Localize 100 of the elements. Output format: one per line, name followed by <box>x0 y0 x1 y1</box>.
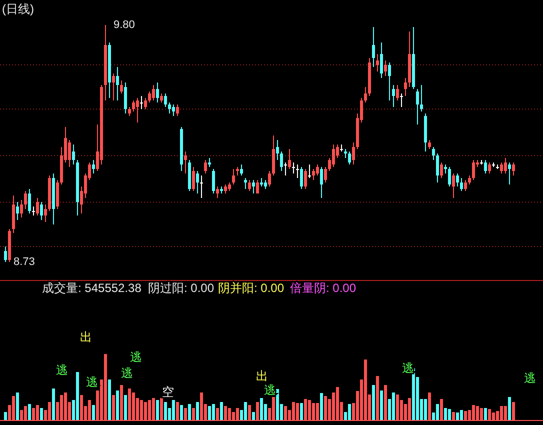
candlestick <box>276 140 279 161</box>
text: 阴过阳: 0.00 <box>148 281 214 295</box>
candlestick <box>212 168 215 194</box>
candlestick <box>508 162 511 185</box>
bar <box>180 404 183 420</box>
candlestick <box>460 177 463 192</box>
candlestick <box>240 164 243 176</box>
candlestick <box>204 160 207 174</box>
annotation: 逃 <box>86 375 98 389</box>
candlestick <box>376 53 379 72</box>
candlestick <box>116 66 119 101</box>
bar <box>244 402 247 420</box>
candlestick <box>16 202 19 220</box>
bar <box>300 402 303 420</box>
candlestick <box>284 162 287 176</box>
candlestick <box>176 104 179 116</box>
annotation: 逃 <box>56 363 68 377</box>
annotation: 9.80 <box>114 18 135 31</box>
candlestick <box>252 180 255 194</box>
candlestick <box>464 180 467 192</box>
candlestick <box>172 104 175 116</box>
bar <box>208 406 211 420</box>
bar <box>484 408 487 420</box>
bar <box>52 388 55 420</box>
candlestick <box>440 162 443 178</box>
candlestick <box>316 164 319 176</box>
candlestick <box>420 84 423 112</box>
candlestick <box>416 88 419 126</box>
candlestick <box>500 162 503 174</box>
candlestick <box>456 172 459 188</box>
candlestick <box>288 148 291 170</box>
candlestick <box>352 142 355 166</box>
candlestick <box>364 86 367 104</box>
candlestick <box>232 168 235 185</box>
candlestick <box>384 60 387 76</box>
candlestick <box>120 80 123 94</box>
candlestick <box>140 95 143 110</box>
candlestick <box>504 157 507 174</box>
candlestick <box>152 84 155 101</box>
bar <box>116 390 119 420</box>
text: 阴并阳: 0.00 <box>218 281 284 295</box>
bar <box>220 402 223 420</box>
candlestick <box>24 190 27 210</box>
candlestick <box>92 160 95 174</box>
candlestick <box>216 186 219 198</box>
bar <box>4 412 7 420</box>
text: 成交量: 545552.38 <box>42 281 142 295</box>
annotation: 逃 <box>402 361 414 375</box>
bar <box>40 408 43 420</box>
annotation: 逃 <box>264 383 276 397</box>
candlestick <box>132 100 135 112</box>
candlestick <box>136 98 139 123</box>
bar <box>28 404 31 420</box>
bar <box>260 398 263 420</box>
candlestick <box>488 162 491 174</box>
candlestick <box>256 180 259 194</box>
candlestick <box>144 98 147 110</box>
bar <box>424 398 427 420</box>
bar <box>16 392 19 420</box>
bar <box>196 402 199 420</box>
candlestick <box>164 93 167 108</box>
candlestick <box>448 166 451 188</box>
bar <box>460 410 463 420</box>
annotation: 8.73 <box>14 256 35 268</box>
bar <box>436 404 439 420</box>
candlestick <box>388 62 391 101</box>
candlestick <box>512 162 515 176</box>
candlestick <box>124 82 127 114</box>
bar <box>108 380 111 420</box>
candlestick <box>184 150 187 174</box>
candlestick <box>156 82 159 104</box>
candlestick <box>112 73 115 101</box>
annotation: 逃 <box>121 366 133 380</box>
candlestick <box>280 150 283 172</box>
candlestick <box>324 166 327 183</box>
candlestick <box>484 160 487 174</box>
bar <box>172 400 175 420</box>
candlestick <box>436 152 439 183</box>
candlestick <box>148 90 151 104</box>
bar <box>164 402 167 420</box>
candlestick <box>192 166 195 192</box>
bar <box>380 390 383 420</box>
candlestick <box>432 146 435 161</box>
candlestick <box>320 166 323 198</box>
candlestick <box>380 42 383 79</box>
annotation: 空 <box>162 385 174 399</box>
candlestick <box>36 197 39 216</box>
candlestick <box>372 26 375 68</box>
candlestick <box>308 164 311 178</box>
candlestick <box>400 93 403 108</box>
candlestick <box>304 168 307 190</box>
bar <box>444 408 447 420</box>
candlestick <box>452 172 455 198</box>
bar <box>372 385 375 420</box>
candlestick <box>168 102 171 114</box>
text: 逃 <box>524 371 536 385</box>
annotation: 逃 <box>130 350 142 364</box>
bar <box>392 392 395 420</box>
bar <box>252 412 255 420</box>
text: 倍量阴: 0.00 <box>290 281 356 295</box>
